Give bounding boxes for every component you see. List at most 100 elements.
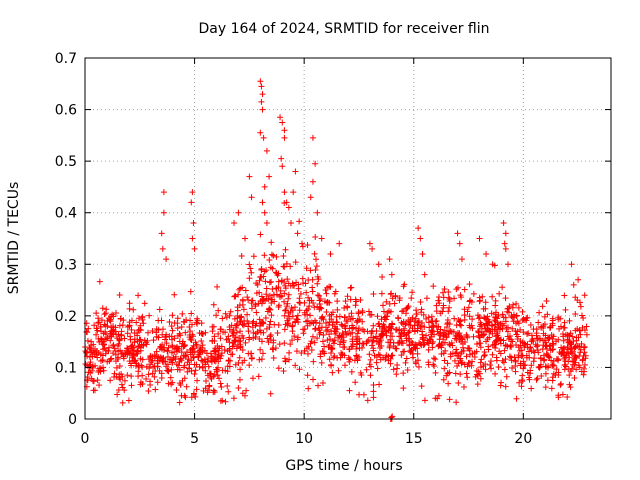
data-point [411,322,418,329]
data-point [276,302,283,309]
data-point [108,355,115,362]
data-point [352,302,359,309]
data-point [318,235,325,242]
data-point [291,333,298,340]
data-point [525,348,532,355]
data-point [509,338,516,345]
data-point [572,327,579,334]
data-point [408,295,415,302]
data-point [491,338,498,345]
data-point [572,310,579,317]
data-point [423,315,430,322]
data-point [553,366,560,373]
data-point [147,361,154,368]
data-point [164,348,171,355]
data-point [164,361,171,368]
data-point [275,278,282,285]
data-point [314,292,321,299]
data-point [263,220,270,227]
data-point [415,363,422,370]
data-point [270,252,277,259]
data-point [403,306,410,313]
data-point [552,372,559,379]
data-point [374,313,381,320]
data-point [238,314,245,321]
data-point [297,300,304,307]
data-point [159,245,166,252]
data-point [268,239,275,246]
data-point [84,337,91,344]
data-point [460,347,467,354]
data-point [236,354,243,361]
data-point [211,348,218,355]
data-point [181,341,188,348]
data-point [162,334,169,341]
data-point [289,280,296,287]
data-point [281,189,288,196]
data-point [116,374,123,381]
data-point [409,314,416,321]
data-point [454,230,461,237]
data-point [435,293,442,300]
data-point [338,349,345,356]
data-point [478,356,485,363]
data-point [100,364,107,371]
data-point [349,315,356,322]
data-point [202,367,209,374]
data-point [257,329,264,336]
data-point [363,340,370,347]
data-point [458,360,465,367]
data-point [171,291,178,298]
data-point [209,328,216,335]
data-point [214,283,221,290]
data-point [365,308,372,315]
data-point [125,397,132,404]
data-point [505,309,512,316]
data-point [581,327,588,334]
data-point [192,367,199,374]
data-point [182,394,189,401]
data-point [470,333,477,340]
data-point [224,368,231,375]
data-point [536,335,543,342]
data-point [566,372,573,379]
data-point [176,366,183,373]
data-point [219,315,226,322]
data-point [446,341,453,348]
data-point [217,326,224,333]
data-point [477,359,484,366]
data-point [190,353,197,360]
data-point [387,291,394,298]
data-point [487,361,494,368]
data-point [354,317,361,324]
data-point [283,303,290,310]
data-point [348,368,355,375]
data-point [130,306,137,313]
data-point [207,357,214,364]
data-point [525,330,532,337]
data-point [555,316,562,323]
data-point [430,283,437,290]
data-point [435,297,442,304]
data-point [358,344,365,351]
data-point [133,350,140,357]
data-point [566,317,573,324]
data-point [150,363,157,370]
data-point [215,358,222,365]
data-point [523,315,530,322]
data-point [352,379,359,386]
data-point [250,253,257,260]
data-point [424,337,431,344]
data-point [273,291,280,298]
data-point [296,307,303,314]
data-point [181,362,188,369]
data-point [482,305,489,312]
data-point [128,362,135,369]
data-point [465,359,472,366]
data-point [228,322,235,329]
data-point [285,309,292,316]
data-point [446,304,453,311]
data-point [301,348,308,355]
data-point [188,199,195,206]
